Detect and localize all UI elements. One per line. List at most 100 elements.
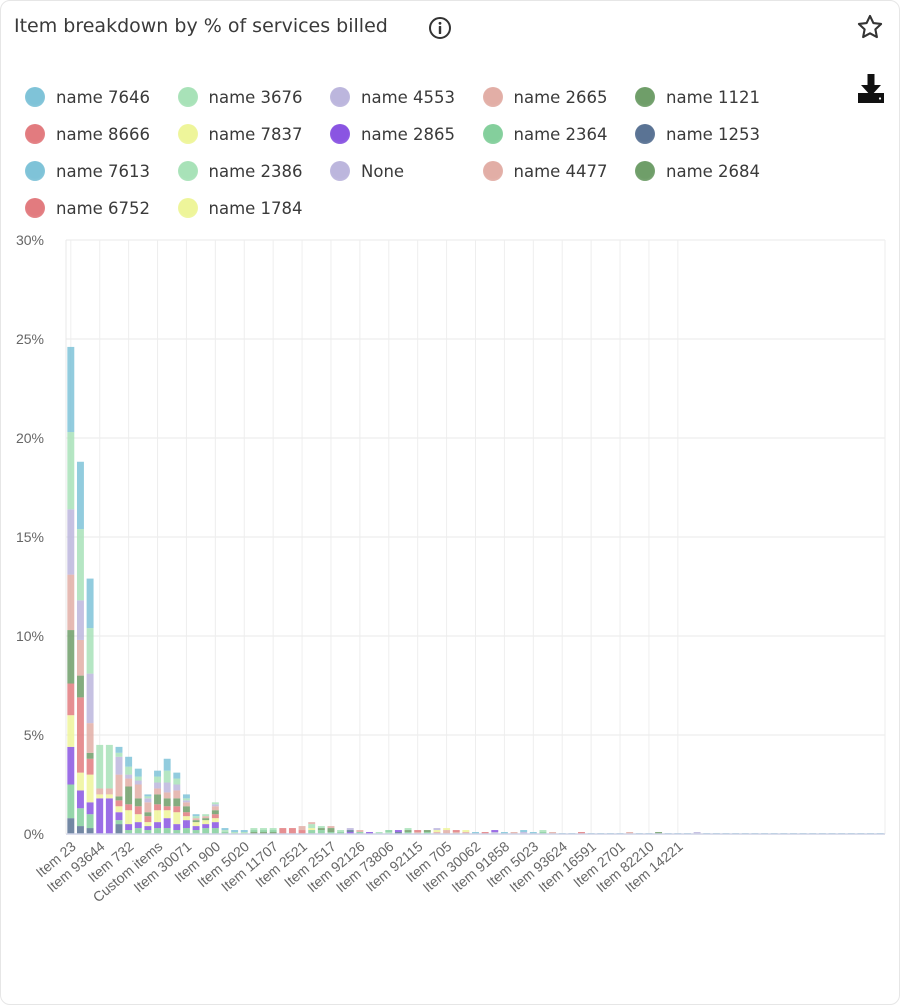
bar-segment bbox=[202, 828, 210, 834]
legend-item[interactable]: name 2665 bbox=[482, 83, 608, 111]
bar-segment bbox=[211, 810, 219, 815]
legend-item[interactable]: name 1121 bbox=[635, 83, 760, 111]
bar-segment bbox=[163, 818, 171, 829]
bar-segment bbox=[163, 810, 171, 819]
legend-label: name 2865 bbox=[361, 124, 456, 144]
legend-label: name 2364 bbox=[513, 124, 608, 144]
bar-segment bbox=[385, 832, 393, 834]
bar-segment bbox=[76, 461, 84, 530]
bar-segment bbox=[279, 828, 287, 834]
bar-segment bbox=[105, 794, 113, 799]
bar-segment bbox=[125, 804, 133, 811]
legend-item[interactable]: name 1784 bbox=[177, 194, 303, 222]
bar-segment bbox=[221, 830, 229, 833]
download-icon[interactable] bbox=[856, 73, 886, 105]
bar-segment bbox=[500, 832, 508, 834]
y-tick-label: 25% bbox=[16, 331, 44, 347]
bar-segment bbox=[173, 772, 181, 779]
bar-segment bbox=[298, 826, 306, 831]
legend-item[interactable]: name 2684 bbox=[635, 157, 760, 185]
bar-segment bbox=[67, 683, 75, 716]
legend-item[interactable]: name 2364 bbox=[482, 120, 608, 148]
bar-segment bbox=[67, 715, 75, 747]
bar-segment bbox=[491, 832, 499, 834]
bar-segment bbox=[269, 830, 277, 833]
bar-segment bbox=[182, 806, 190, 813]
y-tick-label: 20% bbox=[16, 430, 44, 446]
legend-item[interactable]: name 6752 bbox=[25, 194, 150, 222]
bar-segment bbox=[260, 832, 267, 834]
bar-segment bbox=[76, 639, 84, 676]
legend-item[interactable]: name 2386 bbox=[177, 157, 303, 185]
bar-segment bbox=[125, 810, 133, 825]
bar-segment bbox=[134, 780, 142, 785]
legend-label: name 6752 bbox=[56, 198, 151, 218]
legend-item[interactable]: name 7613 bbox=[25, 157, 150, 185]
bar-segment bbox=[96, 794, 104, 799]
bar-segment bbox=[125, 766, 133, 775]
bar-segment bbox=[481, 832, 489, 834]
bar-segment bbox=[154, 804, 162, 811]
bar-segment bbox=[115, 824, 123, 834]
bar-segment bbox=[269, 832, 277, 834]
info-icon[interactable] bbox=[428, 16, 452, 40]
bar-segment bbox=[154, 828, 162, 834]
bar-segment bbox=[144, 794, 152, 797]
bar-segment bbox=[115, 746, 123, 753]
bar-segment bbox=[260, 828, 267, 831]
bar-segment bbox=[154, 810, 162, 823]
bar-segment bbox=[154, 776, 162, 783]
bar-segment bbox=[182, 798, 190, 801]
bar-segment bbox=[211, 806, 219, 811]
legend-item[interactable]: name 8666 bbox=[25, 120, 150, 148]
bar-segment bbox=[578, 832, 585, 834]
bar-segment bbox=[144, 826, 152, 831]
legend-item[interactable]: name 3676 bbox=[177, 83, 303, 111]
bar-segment bbox=[433, 828, 441, 831]
legend-item[interactable]: name 2865 bbox=[330, 120, 455, 148]
bar-segment bbox=[96, 788, 104, 795]
bar-segment bbox=[182, 794, 190, 799]
bar-segment bbox=[472, 832, 479, 834]
bar-segment bbox=[317, 830, 325, 834]
bar-segment bbox=[76, 808, 84, 827]
bar-segment bbox=[96, 744, 104, 789]
bar-segment bbox=[144, 830, 152, 834]
bar-segment bbox=[375, 832, 383, 834]
bar-segment bbox=[144, 816, 152, 823]
bar-segment bbox=[163, 792, 171, 799]
bar-segment bbox=[346, 832, 354, 834]
legend-item[interactable]: name 4553 bbox=[330, 83, 455, 111]
bar-segment bbox=[86, 758, 94, 775]
bar-segment bbox=[125, 830, 133, 834]
bar-segment bbox=[231, 832, 239, 834]
bar-segment bbox=[211, 802, 219, 805]
star-icon[interactable] bbox=[856, 13, 884, 41]
bar-segment bbox=[529, 832, 537, 834]
bar-segment bbox=[510, 832, 518, 834]
bar-segment bbox=[443, 830, 451, 834]
bar-segment bbox=[202, 816, 210, 819]
bar-segment bbox=[356, 832, 364, 834]
bar-segment bbox=[288, 828, 296, 834]
bar-segment bbox=[163, 828, 171, 834]
bar-segment bbox=[211, 828, 219, 834]
legend-item[interactable]: name 4477 bbox=[482, 157, 608, 185]
bar-segment bbox=[134, 768, 142, 777]
bar-segment bbox=[394, 830, 402, 833]
bar-segment bbox=[86, 814, 94, 829]
bar-segment bbox=[182, 820, 190, 829]
bar-segment bbox=[260, 830, 267, 833]
bar-segment bbox=[105, 788, 113, 795]
bar-segment bbox=[115, 752, 123, 757]
legend-item[interactable]: name 1253 bbox=[635, 120, 760, 148]
bar-segment bbox=[192, 830, 200, 834]
bar-segment bbox=[173, 830, 181, 834]
legend-item[interactable]: name 7837 bbox=[177, 120, 303, 148]
legend-item[interactable]: None bbox=[330, 157, 404, 185]
bar-segment bbox=[115, 812, 123, 821]
legend-item[interactable]: name 7646 bbox=[25, 83, 150, 111]
legend-swatch bbox=[482, 124, 503, 144]
legend-label: name 7646 bbox=[56, 87, 151, 107]
